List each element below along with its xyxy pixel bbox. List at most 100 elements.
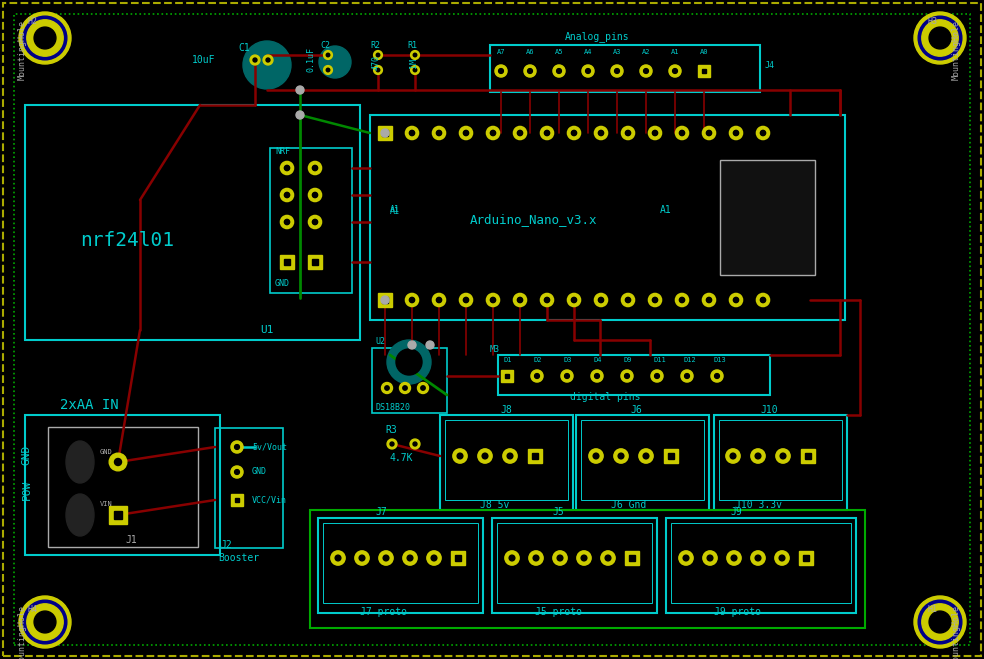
Text: NRF: NRF <box>275 148 290 156</box>
Circle shape <box>503 449 518 463</box>
Circle shape <box>703 127 715 140</box>
Text: J6: J6 <box>630 405 642 415</box>
Circle shape <box>527 69 532 73</box>
Circle shape <box>644 453 648 459</box>
Bar <box>25 105 360 340</box>
Circle shape <box>540 127 554 140</box>
Text: D1: D1 <box>504 357 513 363</box>
Text: GND: GND <box>252 467 267 476</box>
Text: D3: D3 <box>564 357 573 363</box>
Circle shape <box>730 453 736 459</box>
Circle shape <box>707 297 711 302</box>
Text: VCC/Vin: VCC/Vin <box>252 496 287 505</box>
Circle shape <box>482 453 488 459</box>
Text: 4.7K: 4.7K <box>390 453 413 463</box>
Bar <box>383 130 388 136</box>
Text: A0: A0 <box>700 49 708 55</box>
Circle shape <box>683 555 689 561</box>
Circle shape <box>775 449 790 463</box>
Circle shape <box>707 555 712 561</box>
Bar <box>490 45 760 92</box>
Bar <box>498 355 770 395</box>
Circle shape <box>400 382 410 393</box>
Circle shape <box>675 293 689 306</box>
Text: A5: A5 <box>555 49 564 55</box>
Circle shape <box>319 46 351 78</box>
Text: J8: J8 <box>500 405 512 415</box>
Circle shape <box>234 445 239 449</box>
Bar <box>231 494 243 506</box>
Circle shape <box>755 453 761 459</box>
Circle shape <box>593 453 599 459</box>
Bar <box>440 415 573 510</box>
Circle shape <box>572 297 577 302</box>
Circle shape <box>409 297 414 302</box>
Bar <box>505 374 510 378</box>
Circle shape <box>27 604 63 640</box>
Circle shape <box>505 551 520 565</box>
Circle shape <box>507 453 513 459</box>
Text: C2: C2 <box>320 40 330 49</box>
Circle shape <box>408 341 416 349</box>
Circle shape <box>417 382 428 393</box>
Circle shape <box>514 293 526 306</box>
Text: VIN: VIN <box>100 501 113 507</box>
Text: J10 3.3v: J10 3.3v <box>735 500 782 510</box>
Ellipse shape <box>66 441 94 483</box>
Circle shape <box>614 449 628 463</box>
Circle shape <box>374 66 383 74</box>
Circle shape <box>24 600 67 644</box>
Circle shape <box>460 293 472 306</box>
Bar <box>664 449 678 463</box>
Bar <box>312 260 318 265</box>
Circle shape <box>918 16 961 60</box>
Circle shape <box>585 69 590 73</box>
Circle shape <box>731 555 737 561</box>
Bar <box>308 256 322 269</box>
Circle shape <box>523 65 536 77</box>
Circle shape <box>531 370 543 382</box>
Text: D11: D11 <box>654 357 667 363</box>
Circle shape <box>327 69 330 72</box>
Bar <box>527 449 542 463</box>
Bar <box>445 420 568 500</box>
Text: A4: A4 <box>584 49 592 55</box>
Bar <box>114 511 121 519</box>
Circle shape <box>231 441 243 453</box>
Circle shape <box>263 55 273 65</box>
Circle shape <box>374 51 383 59</box>
Bar <box>48 427 198 547</box>
Circle shape <box>34 27 56 49</box>
Bar <box>451 551 465 565</box>
Circle shape <box>726 449 740 463</box>
Circle shape <box>598 130 603 136</box>
Text: GND: GND <box>22 445 32 465</box>
Circle shape <box>601 551 615 565</box>
Text: J10: J10 <box>760 405 777 415</box>
Circle shape <box>490 130 496 136</box>
Bar <box>318 518 483 613</box>
Text: D2: D2 <box>534 357 542 363</box>
Text: MountingHole: MountingHole <box>18 605 27 659</box>
Bar <box>215 428 283 548</box>
Circle shape <box>376 69 380 72</box>
Circle shape <box>34 611 56 633</box>
Circle shape <box>727 551 741 565</box>
Circle shape <box>518 130 523 136</box>
Circle shape <box>622 127 635 140</box>
Bar <box>625 551 640 565</box>
Circle shape <box>376 53 380 57</box>
Text: H4: H4 <box>28 606 38 614</box>
Bar <box>456 555 461 561</box>
Circle shape <box>922 604 958 640</box>
Circle shape <box>324 66 333 74</box>
Text: A1: A1 <box>671 49 680 55</box>
Circle shape <box>284 192 289 198</box>
Circle shape <box>460 127 472 140</box>
Circle shape <box>751 551 766 565</box>
Circle shape <box>458 453 462 459</box>
Text: D4: D4 <box>594 357 602 363</box>
Text: A1: A1 <box>390 208 400 217</box>
Text: GND: GND <box>275 279 290 289</box>
Circle shape <box>312 165 318 171</box>
